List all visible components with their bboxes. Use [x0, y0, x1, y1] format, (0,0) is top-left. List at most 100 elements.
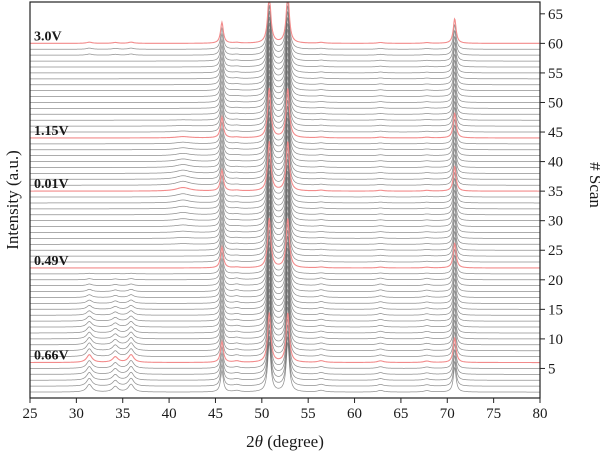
- right-axis-title: # Scan: [586, 162, 600, 208]
- highlighted-scan-curves: [30, 1, 540, 364]
- scan-line: [30, 158, 540, 210]
- voltage-label: 1.15V: [34, 124, 69, 139]
- voltage-label: 3.0V: [34, 29, 62, 44]
- right-tick-label: 45: [548, 125, 563, 141]
- highlighted-scan-line: [30, 1, 540, 44]
- scan-line: [30, 40, 540, 92]
- scan-line: [30, 276, 540, 328]
- scan-line: [30, 176, 540, 227]
- right-tick-label: 40: [548, 155, 563, 171]
- right-tick-label: 15: [548, 302, 563, 318]
- voltage-labels: 0.66V 0.49V 0.01V 1.15V 3.0V: [34, 29, 69, 363]
- x-tick-label: 40: [162, 406, 177, 422]
- y-axis-title: Intensity (a.u.): [3, 150, 22, 250]
- scan-line: [30, 330, 540, 381]
- right-tick-label: 20: [548, 273, 563, 289]
- scan-line: [30, 76, 540, 127]
- right-tick-label: 65: [548, 7, 563, 23]
- right-tick-label: 30: [548, 214, 563, 230]
- scan-line: [30, 182, 540, 233]
- x-axis-ticks: 25 30 35 40 45 50 55 60 65 70 75 80: [23, 398, 548, 422]
- scan-line: [30, 152, 540, 204]
- scan-line: [30, 1, 540, 50]
- x-tick-label: 35: [115, 406, 130, 422]
- scan-line: [30, 170, 540, 222]
- scan-line: [30, 253, 540, 304]
- x-tick-label: 45: [208, 406, 223, 422]
- scan-line: [30, 111, 540, 162]
- x-tick-label: 75: [486, 406, 501, 422]
- x-tick-label: 60: [347, 406, 362, 422]
- scan-line: [30, 265, 540, 316]
- x-tick-label: 80: [533, 406, 548, 422]
- scan-line: [30, 22, 540, 74]
- scan-line: [30, 5, 540, 56]
- right-tick-label: 35: [548, 184, 563, 200]
- scan-line: [30, 64, 540, 115]
- highlighted-scan-line: [30, 140, 540, 192]
- scan-line: [30, 11, 540, 62]
- scan-curves: [29, 1, 540, 393]
- scan-line: [30, 194, 540, 245]
- right-tick-label: 10: [548, 332, 563, 348]
- scan-line: [30, 70, 540, 121]
- scan-line: [30, 235, 540, 287]
- x-tick-label: 55: [301, 406, 316, 422]
- scan-line: [30, 223, 540, 275]
- scan-line: [30, 16, 540, 68]
- x-tick-label: 30: [69, 406, 84, 422]
- scan-line: [30, 34, 540, 86]
- right-tick-label: 5: [548, 361, 556, 377]
- right-tick-label: 60: [548, 36, 563, 52]
- voltage-label: 0.49V: [34, 254, 69, 269]
- right-tick-label: 25: [548, 243, 563, 259]
- scan-line: [30, 135, 540, 186]
- scan-line: [29, 259, 540, 310]
- scan-line: [30, 146, 540, 198]
- scan-line: [30, 200, 540, 251]
- scan-line: [30, 294, 540, 346]
- scan-line: [30, 341, 540, 393]
- scan-line: [30, 271, 540, 322]
- scan-line: [30, 300, 540, 352]
- scan-line: [30, 229, 540, 281]
- right-tick-label: 50: [548, 95, 563, 111]
- highlighted-scan-line: [30, 87, 540, 139]
- right-axis-ticks: 5 10 15 20 25 30 35 40 45 50 55 60 65: [540, 7, 563, 377]
- x-axis-title: 2θ (degree): [246, 432, 324, 451]
- scan-line: [30, 52, 540, 103]
- scan-line: [30, 206, 540, 257]
- scan-line: [30, 93, 540, 145]
- plot-frame: [29, 1, 541, 399]
- voltage-label: 0.01V: [34, 177, 69, 192]
- scan-line: [30, 282, 540, 334]
- x-tick-label: 70: [440, 406, 455, 422]
- scan-line: [30, 336, 540, 387]
- highlighted-scan-line: [30, 312, 540, 364]
- scan-line: [30, 58, 540, 109]
- scan-line: [30, 99, 540, 151]
- scan-line: [30, 241, 540, 292]
- scan-line: [30, 28, 540, 80]
- voltage-label: 0.66V: [34, 349, 69, 364]
- scan-line: [30, 247, 540, 298]
- scan-line: [30, 105, 540, 157]
- scan-line: [30, 117, 540, 168]
- scan-line: [30, 318, 540, 369]
- highlighted-scan-line: [30, 217, 540, 269]
- scan-line: [30, 288, 540, 340]
- scan-line: [30, 164, 540, 216]
- x-tick-label: 25: [23, 406, 38, 422]
- scan-line: [30, 188, 540, 239]
- x-tick-label: 50: [254, 406, 269, 422]
- scan-line: [30, 211, 540, 263]
- scan-line: [30, 46, 540, 97]
- scan-line: [30, 81, 540, 133]
- scan-line: [30, 324, 540, 375]
- scan-line: [30, 123, 540, 174]
- scan-line: [30, 129, 540, 180]
- right-tick-label: 55: [548, 66, 563, 82]
- x-tick-label: 65: [393, 406, 408, 422]
- scan-line: [30, 306, 540, 357]
